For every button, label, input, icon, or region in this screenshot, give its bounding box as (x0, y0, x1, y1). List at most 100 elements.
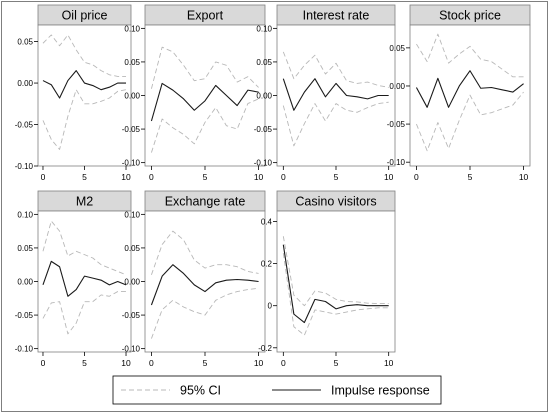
y-tick-label: -0.10 (254, 159, 273, 168)
panel-title: Casino visitors (295, 195, 376, 209)
y-tick-label: -0.05 (15, 121, 34, 130)
y-tick-label: 0.10 (256, 24, 272, 33)
ci-upper-line (42, 34, 127, 77)
y-tick-label: 0.05 (124, 244, 140, 253)
impulse-response-line (282, 244, 389, 324)
plot-area (37, 24, 132, 167)
ci-upper-line (416, 33, 524, 78)
x-tick-label: 0 (41, 172, 46, 182)
irf-panel: Oil price 0.05 0.00 -0.05 -0.10 0 5 10 (15, 4, 132, 182)
irf-panel: Export 0.10 0.05 0.00 -0.05 -0.10 0 5 10 (122, 4, 266, 182)
ci-upper-line (282, 51, 389, 88)
plot-area (276, 24, 396, 167)
x-tick-label: 0 (41, 358, 46, 368)
x-tick-label: 0 (149, 172, 154, 182)
y-tick-label: -0.10 (15, 345, 34, 354)
plot-area (409, 24, 531, 167)
impulse-response-line (42, 70, 127, 99)
irf-panel: Interest rate 0.10 0.05 0.00 -0.05 -0.10 0 5 10 (254, 4, 396, 182)
impulse-response-line (150, 264, 259, 306)
y-tick-label: 0.4 (261, 218, 273, 227)
panel-title: Stock price (439, 9, 501, 23)
ci-upper-line (150, 46, 259, 89)
y-tick-label: -0.10 (15, 162, 34, 171)
y-tick-label: 0.10 (124, 210, 140, 219)
impulse-response-line (415, 70, 524, 108)
ci-upper-line (282, 236, 389, 307)
panel-title: Exchange rate (165, 195, 246, 209)
legend: 95% CI Impulse response (112, 375, 442, 405)
plot-area (276, 210, 396, 353)
x-tick-label: 10 (121, 358, 131, 368)
ci-lower-line (151, 287, 259, 339)
x-tick-label: 10 (384, 172, 394, 182)
x-tick-label: 5 (334, 358, 339, 368)
impulse-response-line (282, 78, 389, 111)
x-tick-label: 0 (281, 358, 286, 368)
ci-lower-line (151, 98, 259, 153)
x-tick-label: 5 (468, 172, 473, 182)
irf-panel: Casino visitors 0.4 0.2 0 -0.2 0 5 10 (258, 190, 396, 368)
irf-panel: Stock price 0.05 0.00 -0.05 -0.10 0 5 10 (387, 4, 531, 182)
y-tick-label: -0.05 (122, 311, 141, 320)
x-tick-label: 10 (519, 172, 529, 182)
y-tick-label: 0.00 (124, 92, 140, 101)
y-tick-label: 0.10 (17, 210, 33, 219)
y-tick-label: 0.00 (389, 82, 405, 91)
y-tick-label: -0.05 (122, 125, 141, 134)
x-tick-label: 5 (203, 172, 208, 182)
irf-panel: Exchange rate 0.10 0.05 0.00 -0.05 -0.10 0 5 10 (122, 190, 266, 368)
x-tick-label: 10 (254, 172, 264, 182)
y-tick-label: 0.05 (124, 58, 140, 67)
x-tick-label: 5 (203, 358, 208, 368)
ci-lower-line (42, 89, 127, 150)
x-tick-label: 0 (281, 172, 286, 182)
plot-area (144, 24, 266, 167)
x-tick-label: 5 (334, 172, 339, 182)
impulse-response-line (42, 260, 127, 297)
ci-upper-line (151, 230, 259, 275)
panel-title: Interest rate (303, 9, 370, 23)
x-tick-label: 5 (82, 172, 87, 182)
x-tick-label: 5 (82, 358, 87, 368)
x-tick-label: 10 (254, 358, 264, 368)
y-tick-label: 0.00 (17, 79, 33, 88)
figure-border (1, 1, 548, 412)
ci-upper-line (42, 220, 127, 276)
y-tick-label: -0.05 (254, 125, 273, 134)
y-tick-label: -0.10 (387, 158, 406, 167)
panel-title: M2 (76, 195, 93, 209)
y-tick-label: 0.05 (17, 38, 33, 47)
plot-area (144, 210, 266, 353)
x-tick-label: 0 (414, 172, 419, 182)
panel-title: Export (187, 9, 224, 23)
y-tick-label: -0.05 (387, 120, 406, 129)
ci-lower-line (282, 101, 389, 147)
legend-ci-label: 95% CI (180, 384, 221, 398)
y-tick-label: 0.05 (256, 58, 272, 67)
y-tick-label: 0.2 (261, 260, 273, 269)
y-tick-label: 0.10 (124, 24, 140, 33)
y-tick-label: -0.05 (15, 311, 34, 320)
y-tick-label: 0.00 (17, 278, 33, 287)
impulse-response-line (150, 82, 259, 122)
legend-irf-label: Impulse response (331, 384, 430, 398)
y-tick-label: -0.2 (258, 344, 272, 353)
y-tick-label: 0 (268, 302, 273, 311)
y-tick-label: 0.00 (124, 278, 140, 287)
y-tick-label: 0.05 (389, 44, 405, 53)
plot-area (37, 210, 132, 353)
y-tick-label: -0.10 (122, 159, 141, 168)
panel-title: Oil price (62, 9, 108, 23)
y-tick-label: 0.05 (17, 244, 33, 253)
x-tick-label: 0 (149, 358, 154, 368)
x-tick-label: 10 (384, 358, 394, 368)
ci-lower-line (282, 253, 389, 336)
y-tick-label: 0.00 (256, 92, 272, 101)
y-tick-label: -0.10 (122, 345, 141, 354)
irf-panel: M2 0.10 0.05 0.00 -0.05 -0.10 0 5 10 (15, 190, 132, 368)
ci-lower-line (416, 91, 524, 152)
x-tick-label: 10 (121, 172, 131, 182)
